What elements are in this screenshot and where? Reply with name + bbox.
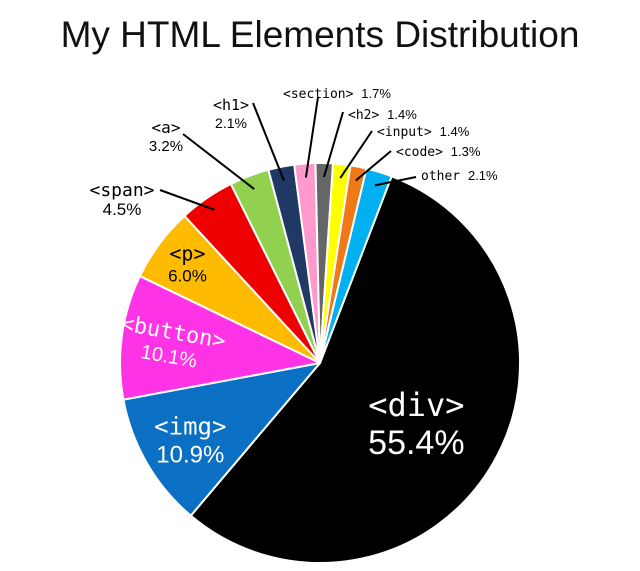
slice-label-h2: <h2> 1.4% — [348, 107, 417, 123]
pie-slice-button — [119, 275, 321, 401]
slice-label-h1: <h1>2.1% — [213, 96, 249, 131]
slice-name-code: <code> 1.3% — [396, 144, 481, 160]
slice-value-h1: 2.1% — [215, 115, 247, 131]
leader-line-code — [355, 150, 392, 182]
slice-value-span: 4.5% — [103, 200, 142, 219]
pie-slice-div — [189, 175, 521, 564]
slice-value-code: 1.3% — [451, 144, 481, 159]
slice-label-section: <section> 1.7% — [283, 86, 391, 102]
leader-line-h2 — [322, 111, 344, 178]
slice-name-a: <a> — [152, 118, 181, 137]
slice-name-span: <span> — [89, 180, 154, 201]
leader-line-span — [159, 189, 215, 211]
slice-value-a: 3.2% — [149, 138, 183, 155]
slice-label-img: <img>10.9% — [154, 412, 226, 468]
slice-label-other: other 2.1% — [421, 168, 498, 184]
pie-slice-img — [122, 362, 321, 517]
chart-title: My HTML Elements Distribution — [60, 14, 580, 55]
slice-name-input: <input> 1.4% — [377, 124, 470, 140]
slice-value-other: 2.1% — [468, 168, 498, 183]
slice-name-section: <section> 1.7% — [283, 86, 391, 102]
slice-label-p: <p>6.0% — [168, 242, 207, 286]
pie-slice-other — [319, 167, 393, 364]
slice-value-h2: 1.4% — [387, 107, 417, 122]
slice-name-img: <img> — [154, 412, 226, 440]
leader-line-section — [304, 96, 319, 178]
slice-name-p: <p> — [169, 242, 205, 266]
slice-name-h1: <h1> — [213, 96, 249, 114]
slice-label-code: <code> 1.3% — [396, 144, 481, 160]
slice-value-input: 1.4% — [440, 124, 470, 139]
slice-name-h2: <h2> 1.4% — [348, 107, 417, 123]
leader-line-a — [182, 133, 255, 190]
leader-line-h1 — [252, 102, 285, 181]
slice-name-other: other 2.1% — [421, 168, 498, 184]
slice-label-input: <input> 1.4% — [377, 124, 470, 140]
slice-value-p: 6.0% — [168, 267, 207, 286]
slice-value-div: 55.4% — [368, 424, 464, 462]
slice-label-div: <div>55.4% — [368, 386, 464, 462]
leader-line-other — [374, 176, 417, 187]
slice-name-div: <div> — [368, 386, 464, 424]
slice-label-a: <a>3.2% — [149, 118, 183, 155]
slice-label-span: <span>4.5% — [89, 180, 154, 219]
slice-value-img: 10.9% — [156, 441, 224, 468]
slice-value-section: 1.7% — [361, 86, 391, 101]
leader-line-input — [339, 130, 373, 179]
